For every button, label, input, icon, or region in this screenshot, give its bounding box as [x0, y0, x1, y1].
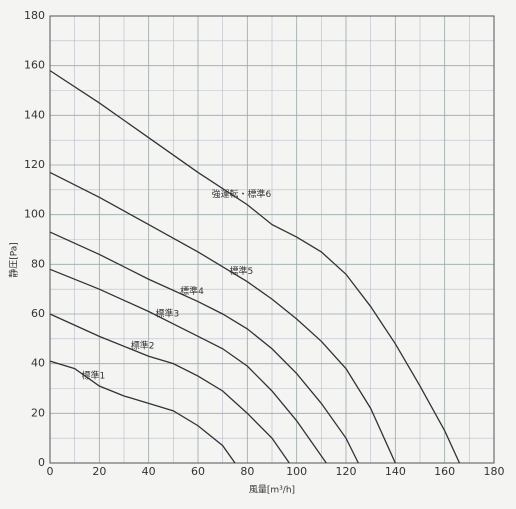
y-tick-label: 0 — [38, 456, 45, 469]
fan-curve — [49, 268, 327, 464]
fan-curve — [49, 313, 290, 464]
plot-frame — [49, 15, 495, 464]
y-tick-label: 140 — [24, 108, 45, 121]
y-tick-label: 120 — [24, 158, 45, 171]
x-tick-label: 160 — [434, 465, 455, 478]
curve-label: 強運転・標準6 — [211, 188, 271, 200]
x-tick-label: 100 — [286, 465, 307, 478]
fan-curve — [49, 70, 461, 464]
x-tick-label: 180 — [484, 465, 505, 478]
curve-label: 標準5 — [229, 265, 253, 277]
y-tick-label: 100 — [24, 208, 45, 221]
y-tick-label: 20 — [31, 406, 45, 419]
y-tick-label: 60 — [31, 307, 45, 320]
fan-curve — [49, 360, 236, 464]
y-tick-label: 180 — [24, 9, 45, 22]
y-tick-label: 160 — [24, 59, 45, 72]
curve-label: 標準1 — [81, 370, 105, 382]
y-tick-label: 80 — [31, 257, 45, 270]
x-tick-label: 40 — [142, 465, 156, 478]
x-tick-label: 20 — [92, 465, 106, 478]
x-tick-label: 120 — [336, 465, 357, 478]
curve-label: 標準3 — [155, 307, 179, 319]
x-axis-title: 風量[m³/h] — [249, 485, 295, 496]
curve-label: 標準4 — [180, 285, 204, 297]
x-tick-label: 140 — [385, 465, 406, 478]
x-tick-label: 0 — [47, 465, 54, 478]
x-tick-label: 80 — [240, 465, 254, 478]
y-axis-title: 静圧[Pa] — [8, 242, 20, 278]
fan-curve — [49, 171, 396, 464]
x-tick-label: 60 — [191, 465, 205, 478]
fan-curve — [49, 231, 359, 464]
y-tick-label: 40 — [31, 357, 45, 370]
curve-label: 標準2 — [131, 340, 155, 352]
